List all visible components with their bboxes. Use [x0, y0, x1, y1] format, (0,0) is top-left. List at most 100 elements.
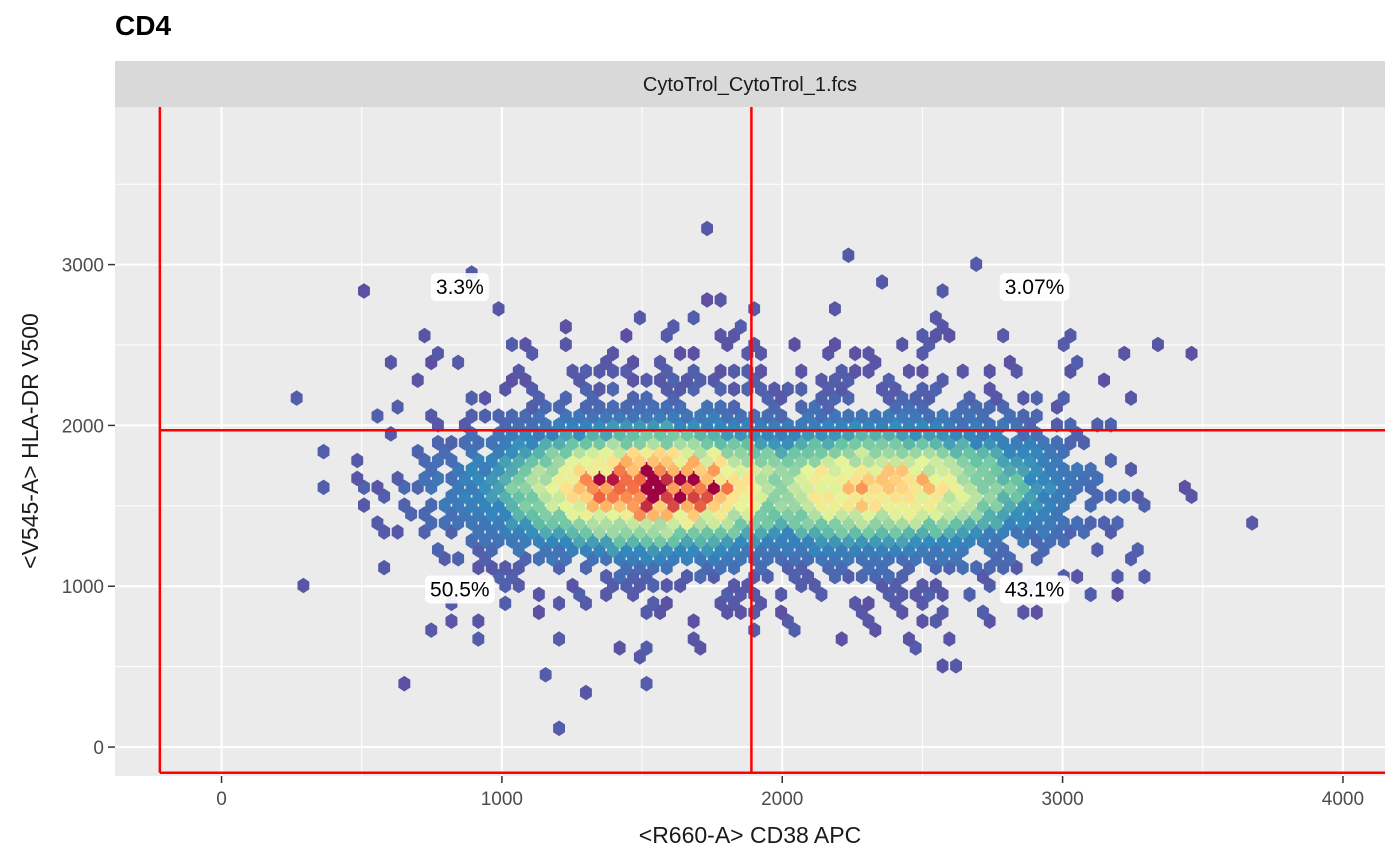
hex-cell [687, 310, 700, 326]
hex-cell [1138, 568, 1151, 585]
hex-cell [882, 372, 895, 388]
hex-cell [916, 363, 929, 380]
hex-cell [781, 381, 794, 397]
hex-cell [1104, 488, 1117, 504]
hex-cell [425, 408, 438, 424]
hex-cell [849, 595, 862, 612]
hex-cell [1030, 604, 1043, 621]
hex-cell [956, 363, 969, 380]
hex-cell [1003, 354, 1016, 371]
hex-cell [701, 220, 713, 237]
hex-cell [1131, 488, 1144, 504]
hex-cell [714, 292, 727, 308]
hex-cell [795, 399, 808, 415]
hex-cell [1131, 542, 1144, 558]
hex-cell [647, 595, 660, 612]
hex-cell [465, 408, 478, 424]
hex-cell [1246, 515, 1259, 531]
hex-cell [613, 640, 626, 656]
hex-cell [1084, 586, 1097, 603]
hex-cell [775, 586, 788, 603]
hex-cell [358, 497, 370, 513]
y-axis: 0 1000 2000 3000 [62, 256, 115, 759]
hex-cell [627, 354, 639, 371]
hex-cell [600, 568, 613, 585]
hex-cell [788, 336, 801, 353]
x-tick-label: 3000 [1041, 789, 1083, 810]
hex-cell [936, 658, 949, 674]
hex-cell [620, 327, 633, 344]
hex-cell [1071, 515, 1084, 531]
hex-cell [425, 497, 438, 513]
hex-cell [607, 381, 619, 397]
hex-cell [1098, 372, 1110, 388]
hex-cell [970, 559, 983, 576]
hex-cell [640, 372, 653, 388]
hex-cell [297, 577, 310, 594]
hex-cell [1017, 604, 1030, 621]
hex-cell [512, 363, 525, 380]
hex-cell [1071, 461, 1084, 478]
x-tick-label: 4000 [1322, 789, 1364, 810]
hex-cell [479, 390, 491, 406]
hex-cell [654, 354, 666, 371]
hex-cell [1104, 417, 1117, 433]
hex-cell [1051, 434, 1063, 451]
hex-cell [553, 595, 565, 612]
hex-cell [593, 381, 606, 397]
hex-cell [1091, 417, 1104, 433]
hex-cell [728, 381, 740, 397]
hex-cell [371, 515, 384, 531]
hex-cell [411, 372, 424, 388]
hex-cell [1111, 586, 1124, 603]
hex-cell [916, 381, 929, 397]
hex-cell [351, 470, 364, 487]
hex-cell [943, 631, 956, 647]
hex-cell [492, 301, 505, 317]
hex-cell [660, 577, 673, 594]
hex-cell [842, 247, 855, 263]
hex-cell [317, 479, 330, 496]
hex-cell [674, 345, 687, 362]
x-axis-title: <R660-A> CD38 APC [639, 822, 861, 848]
hex-cell [862, 595, 875, 612]
hex-cell [876, 274, 888, 290]
hex-cell [1185, 345, 1198, 362]
hex-cell [728, 363, 740, 380]
hex-cell [411, 443, 424, 460]
hex-cell [936, 408, 949, 424]
quadrant-gate [158, 107, 1385, 775]
hex-cell [519, 336, 532, 353]
hex-cell [1057, 390, 1070, 406]
hex-cell [1017, 390, 1030, 406]
hex-cell [1084, 515, 1097, 531]
hex-cell [950, 658, 962, 674]
hex-cell [432, 434, 444, 451]
hex-cell [687, 631, 700, 647]
hex-cell [290, 390, 303, 406]
hex-cell [1152, 336, 1164, 353]
hex-cell [1064, 417, 1077, 433]
quadrant-label: 50.5% [430, 578, 490, 601]
hex-cell [607, 399, 619, 415]
hex-cell [1030, 408, 1043, 424]
hex-cell [829, 336, 841, 353]
hex-cell [815, 372, 828, 388]
hex-cell [936, 372, 949, 388]
hex-cell [728, 577, 740, 594]
hex-cell [855, 408, 868, 424]
hex-cell [1091, 542, 1104, 558]
x-tick-label: 2000 [761, 789, 803, 810]
hex-cell [903, 631, 915, 647]
hex-cell [903, 363, 915, 380]
hex-cell [1111, 568, 1124, 585]
y-tick-label: 2000 [62, 416, 104, 437]
hex-cell [1125, 461, 1137, 478]
hex-cell [983, 363, 996, 380]
hex-cell [398, 497, 411, 513]
hex-cell [553, 631, 565, 647]
facet-strip-label: CytoTrol_CytoTrol_1.fcs [643, 74, 857, 96]
hex-cell [929, 577, 942, 594]
hex-cell [391, 470, 404, 487]
